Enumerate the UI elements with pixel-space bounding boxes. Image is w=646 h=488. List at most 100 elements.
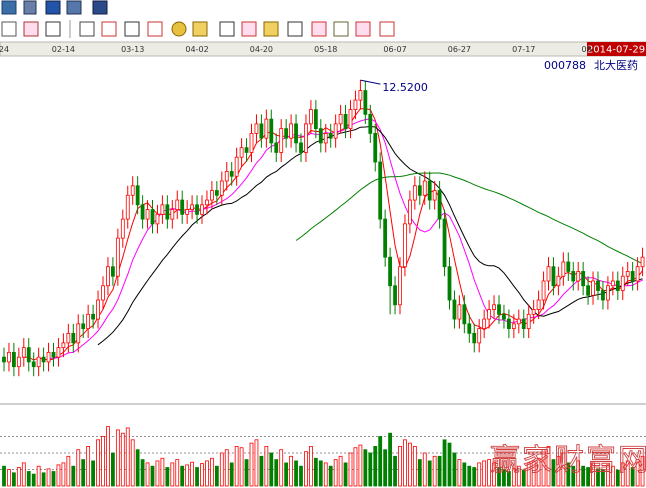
volume-bar (417, 459, 422, 487)
candle-body (209, 190, 214, 201)
candle-body (284, 128, 289, 139)
volume-bar (422, 452, 427, 487)
tool-icon[interactable] (263, 21, 279, 37)
tool-icon[interactable] (23, 0, 37, 15)
candle-body (175, 199, 180, 210)
volume-bar (561, 452, 566, 487)
volume-bar (279, 449, 284, 487)
candle-body (566, 261, 571, 272)
volume-bar (264, 445, 269, 487)
volume-bar (269, 452, 274, 487)
candle-body (635, 266, 640, 282)
volume-bar (586, 467, 590, 487)
tool-icon[interactable] (23, 21, 39, 37)
candle-body (378, 161, 383, 220)
candle-body (16, 356, 21, 368)
volume-bar (274, 459, 279, 487)
candle-body (591, 280, 595, 296)
volume-bar (551, 459, 556, 487)
x-tick-label: 04-20 (250, 45, 273, 54)
tool-icon[interactable] (92, 0, 108, 15)
candle-body (561, 261, 566, 277)
candle-body (244, 147, 249, 153)
volume-bar (31, 473, 36, 487)
tool-icon[interactable] (45, 21, 61, 37)
tool-icon[interactable] (171, 21, 187, 37)
candle-body (239, 147, 244, 158)
volume-bar (175, 459, 180, 487)
x-tick-label: 04-02 (185, 45, 208, 54)
volume-bar (477, 462, 482, 487)
tool-icon[interactable] (219, 21, 235, 37)
volume-bar (244, 459, 249, 487)
tool-icon[interactable] (311, 21, 327, 37)
toolbar-top (1, 0, 108, 15)
candle-body (338, 113, 343, 125)
volume-bar (447, 442, 452, 487)
candle-body (170, 209, 175, 220)
tool-icon[interactable] (79, 21, 95, 37)
candle-body (36, 356, 41, 368)
tool-icon[interactable] (241, 21, 257, 37)
candle-body (130, 185, 135, 196)
tool-icon[interactable] (333, 21, 349, 37)
candle-body (259, 123, 264, 139)
stock-code: 000788 (544, 59, 586, 72)
volume-bar (41, 472, 46, 487)
candle-body (586, 285, 590, 296)
volume-bar (620, 462, 625, 487)
candle-body (412, 185, 417, 201)
tool-icon[interactable] (45, 0, 61, 15)
candle-body (625, 271, 630, 277)
tool-icon[interactable] (379, 21, 395, 37)
volume-bar (200, 463, 204, 487)
volume-bar (536, 457, 541, 487)
volume-bar (71, 465, 76, 487)
volume-bar (11, 472, 16, 487)
tool-icon[interactable] (355, 21, 371, 37)
candle-body (195, 204, 199, 215)
candle-body (492, 304, 496, 310)
candle-body (348, 109, 353, 130)
candle-body (601, 290, 605, 301)
candle-body (313, 109, 318, 130)
volume-bar (135, 449, 140, 487)
candle-body (229, 171, 234, 177)
tool-icon[interactable] (66, 0, 82, 15)
volume-bar (333, 459, 338, 487)
candle-body (388, 256, 393, 287)
candle-body (472, 332, 477, 344)
volume-bar (294, 460, 298, 487)
candle-body (76, 323, 81, 344)
volume-bar (596, 468, 600, 487)
candle-body (556, 275, 561, 287)
candle-body (299, 142, 303, 153)
volume-bar (155, 460, 160, 487)
volume-bar (467, 465, 472, 487)
volume-bar (101, 436, 105, 487)
candle-body (462, 304, 467, 325)
candle-body (140, 204, 145, 220)
tool-icon[interactable] (147, 21, 163, 37)
tool-icon[interactable] (1, 21, 17, 37)
tool-icon[interactable] (1, 0, 17, 15)
tool-icon[interactable] (101, 21, 117, 37)
date-strip (0, 41, 646, 57)
candle-body (506, 318, 511, 329)
volume-bar (190, 461, 195, 487)
tool-icon[interactable] (192, 21, 208, 37)
volume-bar (96, 439, 100, 487)
candle-body (150, 209, 155, 225)
candle-body (274, 142, 279, 153)
volume-bar (21, 462, 26, 487)
tool-icon[interactable] (287, 21, 303, 37)
candle-body (427, 180, 432, 201)
candle-body (511, 323, 516, 329)
volume-bar (541, 449, 546, 487)
candle-body (254, 123, 259, 134)
tool-icon[interactable] (124, 21, 140, 37)
volume-bar (76, 449, 81, 487)
volume-bar (368, 452, 373, 487)
candle-body (571, 271, 576, 282)
